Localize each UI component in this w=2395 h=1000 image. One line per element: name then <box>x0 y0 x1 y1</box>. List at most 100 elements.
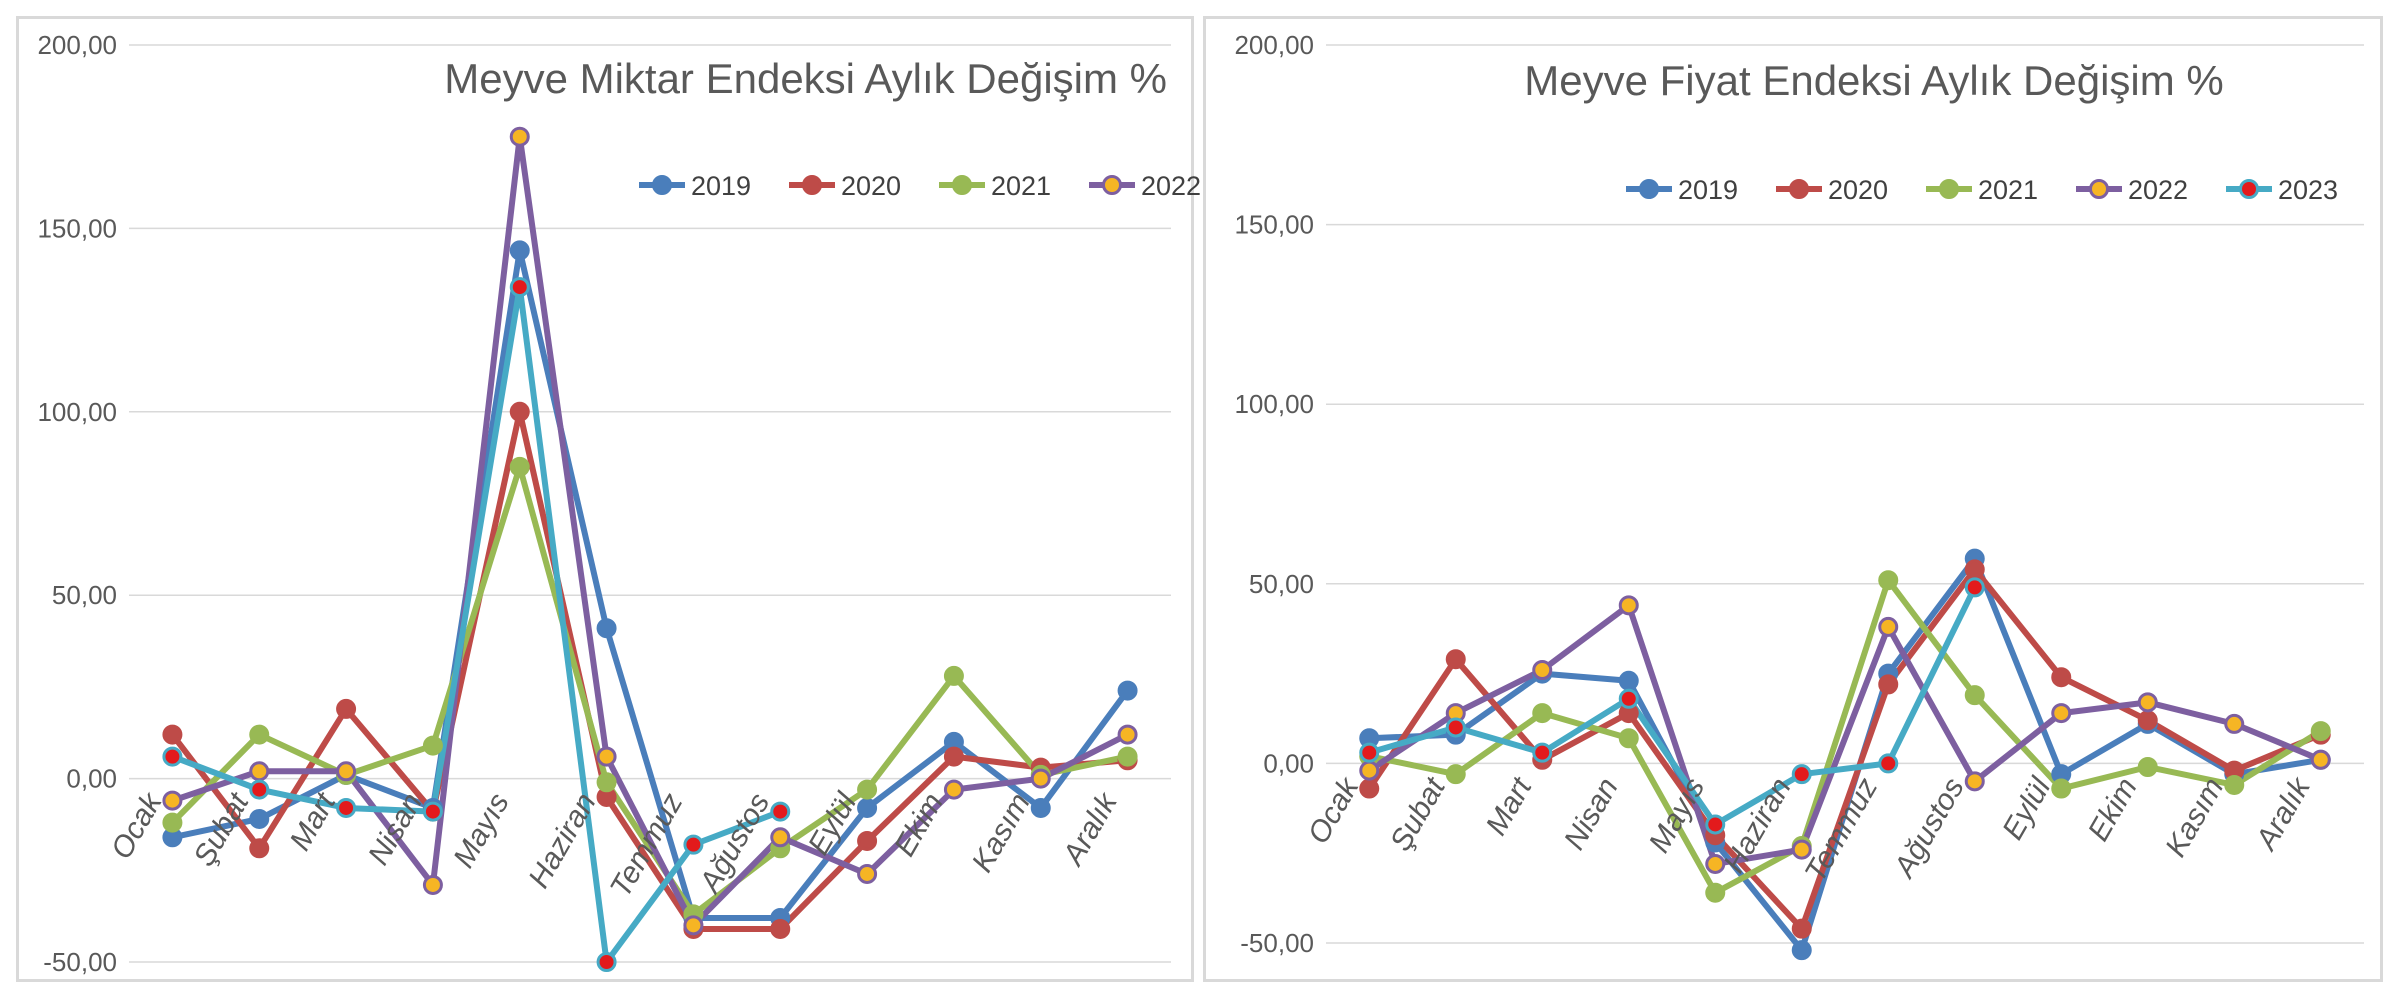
fiyat-point-2020-1 <box>1445 649 1466 670</box>
miktar-y-tick-label: 150,00 <box>37 213 117 243</box>
fiyat-legend-marker-2020 <box>1789 179 1809 199</box>
fiyat-point-2023-4 <box>1705 814 1726 835</box>
miktar-y-tick-label: 50,00 <box>52 580 117 610</box>
fiyat-point-2021-1 <box>1445 764 1466 785</box>
fiyat-point-2021-8 <box>2051 778 2072 799</box>
miktar-series-line-2021 <box>169 463 1131 918</box>
miktar-point-2021-1 <box>249 724 270 745</box>
miktar-point-2022-5 <box>596 746 617 767</box>
miktar-point-2022-6 <box>683 915 704 936</box>
miktar-legend-marker-2020 <box>802 175 822 195</box>
fiyat-point-2021-3 <box>1618 728 1639 749</box>
fiyat-legend-label-2023: 2023 <box>2278 175 2338 205</box>
miktar-y-tick-label: 0,00 <box>66 764 117 794</box>
fiyat-x-tick-label: Ağustos <box>1887 772 1971 884</box>
miktar-legend-marker-2019 <box>652 175 672 195</box>
miktar-point-2020-8 <box>857 830 878 851</box>
fiyat-point-2022-8 <box>2051 703 2072 724</box>
miktar-series-line-2020 <box>169 408 1131 932</box>
miktar-point-2023-3 <box>422 801 443 822</box>
miktar-point-2023-4 <box>509 277 530 298</box>
fiyat-y-tick-label: 150,00 <box>1234 210 1314 240</box>
miktar-point-2022-9 <box>943 779 964 800</box>
fiyat-point-2019-3 <box>1618 670 1639 691</box>
fiyat-x-tick-label: Kasım <box>2159 772 2230 862</box>
fiyat-y-tick-label: 100,00 <box>1234 389 1314 419</box>
miktar-point-2022-10 <box>1030 768 1051 789</box>
fiyat-point-2021-9 <box>2137 756 2158 777</box>
miktar-point-2022-8 <box>857 863 878 884</box>
miktar-point-2021-8 <box>857 779 878 800</box>
miktar-point-2020-9 <box>943 746 964 767</box>
miktar-point-2020-7 <box>770 918 791 939</box>
miktar-point-2021-9 <box>943 665 964 686</box>
fiyat-point-2021-6 <box>1878 570 1899 591</box>
fiyat-chart-title: Meyve Fiyat Endeksi Aylık Değişim % <box>1524 57 2223 104</box>
fiyat-point-2021-7 <box>1964 685 1985 706</box>
miktar-point-2020-2 <box>336 698 357 719</box>
miktar-x-tick-label: Mayıs <box>447 788 516 874</box>
miktar-series-line-2022 <box>169 133 1131 929</box>
miktar-point-2023-2 <box>336 797 357 818</box>
miktar-point-2021-11 <box>1117 746 1138 767</box>
miktar-point-2023-7 <box>770 801 791 822</box>
miktar-point-2022-3 <box>422 874 443 895</box>
miktar-chart-title: Meyve Miktar Endeksi Aylık Değişim % <box>444 55 1167 102</box>
miktar-legend-marker-2022 <box>1102 175 1122 195</box>
fiyat-x-tick-label: Nisan <box>1558 772 1625 855</box>
fiyat-y-tick-label: 0,00 <box>1263 748 1314 778</box>
fiyat-point-2022-9 <box>2137 692 2158 713</box>
fiyat-series-line-2022 <box>1366 602 2324 867</box>
miktar-legend-marker-2021 <box>952 175 972 195</box>
miktar-point-2023-1 <box>249 779 270 800</box>
fiyat-legend-marker-2022 <box>2089 179 2109 199</box>
fiyat-y-tick-label: -50,00 <box>1240 928 1314 958</box>
fiyat-point-2019-5 <box>1791 940 1812 961</box>
miktar-point-2020-0 <box>162 724 183 745</box>
fiyat-point-2020-6 <box>1878 674 1899 695</box>
fiyat-point-2022-0 <box>1359 760 1380 781</box>
fiyat-x-tick-label: Aralık <box>2249 771 2318 857</box>
miktar-x-tick-label: Kasım <box>966 788 1037 878</box>
fiyat-point-2022-11 <box>2310 749 2331 770</box>
miktar-series-line-2019 <box>169 247 1131 921</box>
miktar-point-2023-6 <box>683 834 704 855</box>
miktar-chart: -50,00 0,00 50,00 100,00 150,00 200,00 Meyve M… <box>37 30 1351 977</box>
miktar-y-tick-label: 200,00 <box>37 30 117 60</box>
miktar-legend-label-2021: 2021 <box>991 171 1051 201</box>
miktar-point-2019-5 <box>596 618 617 639</box>
fiyat-legend-label-2019: 2019 <box>1678 175 1738 205</box>
fiyat-point-2023-1 <box>1445 717 1466 738</box>
miktar-point-2020-4 <box>509 401 530 422</box>
fiyat-point-2022-3 <box>1618 595 1639 616</box>
miktar-point-2021-4 <box>509 456 530 477</box>
fiyat-legend-marker-2019 <box>1639 179 1659 199</box>
miktar-point-2019-4 <box>509 240 530 261</box>
miktar-y-tick-label: -50,00 <box>43 947 117 977</box>
fiyat-point-2022-5 <box>1791 839 1812 860</box>
fiyat-legend-marker-2023 <box>2239 179 2259 199</box>
fiyat-chart-panel: -50,00 0,00 50,00 100,00 150,00 200,00 Meyve F… <box>1203 16 2383 982</box>
fiyat-legend-label-2022: 2022 <box>2128 175 2188 205</box>
fiyat-legend-label-2020: 2020 <box>1828 175 1888 205</box>
fiyat-point-2023-6 <box>1878 753 1899 774</box>
fiyat-point-2023-7 <box>1964 577 1985 598</box>
fiyat-point-2021-2 <box>1532 703 1553 724</box>
fiyat-series-line-2019 <box>1366 555 2324 954</box>
fiyat-x-tick-label: Ocak <box>1302 771 1367 850</box>
miktar-point-2019-11 <box>1117 680 1138 701</box>
fiyat-point-2022-7 <box>1964 771 1985 792</box>
miktar-point-2019-8 <box>857 797 878 818</box>
fiyat-legend-label-2021: 2021 <box>1978 175 2038 205</box>
fiyat-point-2021-4 <box>1705 882 1726 903</box>
fiyat-point-2022-2 <box>1532 660 1553 681</box>
fiyat-point-2022-6 <box>1878 616 1899 637</box>
fiyat-point-2023-5 <box>1791 764 1812 785</box>
fiyat-x-tick-label: Şubat <box>1384 771 1453 857</box>
miktar-point-2023-5 <box>596 952 617 972</box>
fiyat-chart: -50,00 0,00 50,00 100,00 150,00 200,00 Meyve F… <box>1234 30 2364 961</box>
miktar-chart-panel: -50,00 0,00 50,00 100,00 150,00 200,00 Meyve M… <box>16 16 1351 982</box>
fiyat-legend-marker-2021 <box>1939 179 1959 199</box>
fiyat-point-2022-10 <box>2224 713 2245 734</box>
miktar-x-tick-label: Ekim <box>888 788 950 862</box>
